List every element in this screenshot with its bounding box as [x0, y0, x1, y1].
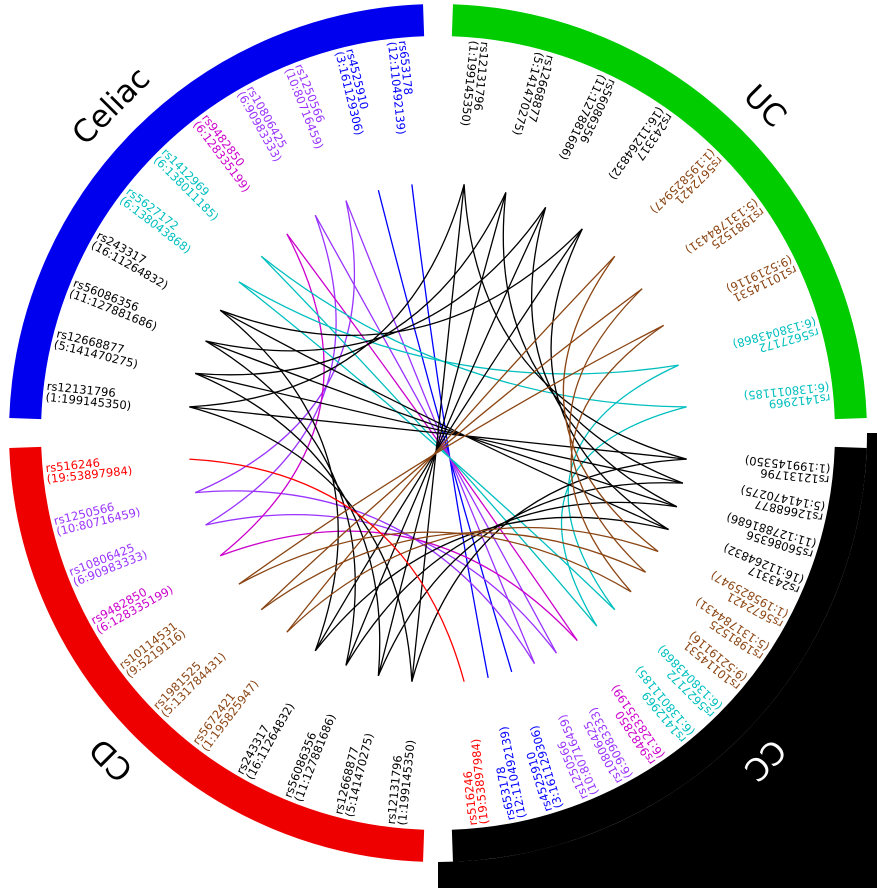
chord-rs56086356: [205, 340, 356, 666]
chord-rs1981525: [569, 288, 647, 573]
chord-rs12131796: [463, 184, 687, 460]
chord-rs5627172: [238, 281, 679, 375]
chord-rs12668877: [502, 192, 684, 484]
chord-rs1412969: [260, 255, 598, 627]
chord-rs1412969: [260, 255, 687, 408]
chord-rs56086356: [345, 207, 547, 666]
chord-rs1981525: [260, 531, 646, 611]
chord-rs5672421: [286, 526, 659, 633]
chord-rs12668877: [194, 372, 381, 676]
chord-rs10114531: [238, 324, 664, 585]
section-name-cd: CD: [82, 731, 140, 789]
chord-rs243317: [219, 228, 583, 337]
chord-rs12668877: [377, 482, 683, 677]
chord-rs243317: [314, 228, 583, 652]
chord-rs1250566: [194, 200, 356, 494]
chord-rs9482850: [219, 233, 325, 557]
chord-rs5672421: [286, 255, 616, 633]
chord-rs243317: [550, 228, 669, 531]
chord-rs10806425: [205, 214, 337, 526]
chord-rs243317: [219, 309, 339, 652]
chord-rs10114531: [570, 324, 665, 593]
chord-rs5672421: [562, 255, 659, 552]
section-arc-celiac: [9, 4, 425, 420]
section-arc-cd: [9, 446, 425, 862]
section-arc-cc: [451, 446, 867, 862]
chord-rs12131796: [411, 458, 687, 682]
chord-rs5627172: [238, 281, 616, 611]
chord-rs10114531: [238, 531, 632, 593]
chord-rs9482850: [286, 233, 578, 641]
chord-rs56086356: [531, 207, 678, 508]
chord-rs1981525: [260, 288, 643, 611]
bands-group: [9, 4, 867, 862]
chord-rs12131796: [189, 406, 413, 682]
chord-rs56086356: [205, 206, 547, 352]
chord-rs12131796: [189, 184, 465, 408]
chord-rs516246: [189, 458, 465, 682]
chord-rs12668877: [195, 192, 507, 376]
chord-rs56086356: [345, 501, 677, 666]
section-arc-uc: [451, 4, 867, 420]
section-name-uc: UC: [736, 78, 793, 135]
chord-rs56086356: [205, 340, 678, 508]
chord-rs12131796: [411, 184, 465, 682]
chords-group: [189, 184, 687, 682]
